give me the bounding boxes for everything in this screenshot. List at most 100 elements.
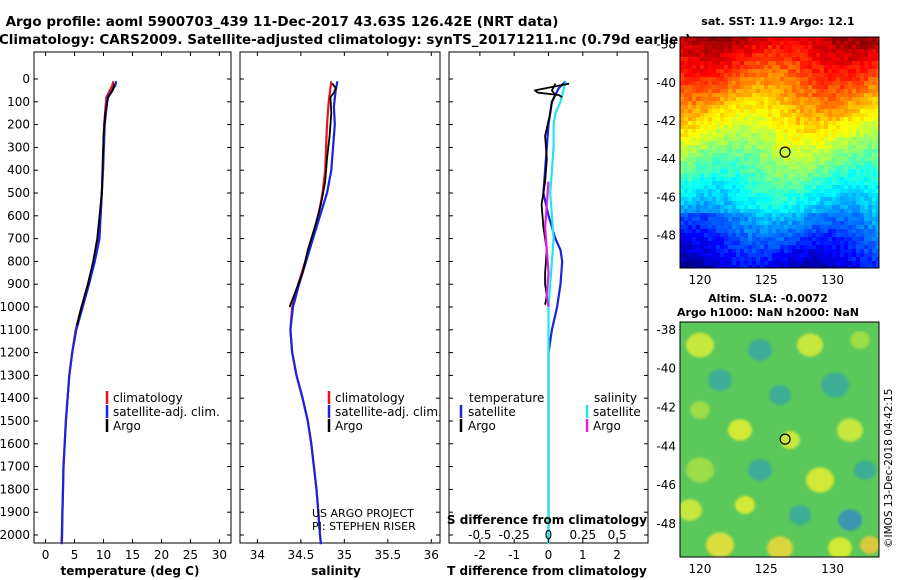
map-y-tick-label: -38 xyxy=(656,323,676,337)
x-tick-label: 35.5 xyxy=(374,548,401,562)
sla-map-frame xyxy=(679,321,880,558)
map-y-tick-label: -48 xyxy=(656,517,676,531)
map-y-tick-label: -48 xyxy=(656,229,676,243)
y-tick-label: 1300 xyxy=(0,368,30,382)
series-line-argo xyxy=(76,83,116,326)
x-tick-label: 34 xyxy=(250,548,265,562)
legend-label-salinity-satellite: satellite xyxy=(593,405,641,419)
x-tick-label: 34.5 xyxy=(288,548,315,562)
y-tick-label: 1500 xyxy=(0,414,30,428)
s-tick-label: 0.5 xyxy=(608,528,627,542)
map-y-tick-label: -44 xyxy=(656,152,676,166)
axis-ticks: 0 5 10 15 20 25 300100200300400500600700800900… xyxy=(0,38,844,576)
s-tick-label: -0.5 xyxy=(468,528,491,542)
sla-map-image xyxy=(680,322,879,557)
legend-label-climatology: climatology xyxy=(335,391,405,405)
x-tick-label: 30 xyxy=(212,548,227,562)
x-tick-label: 15 xyxy=(125,548,140,562)
map-x-tick-label: 120 xyxy=(688,562,711,576)
legend-label-salinity-argo: Argo xyxy=(593,419,621,433)
sst-map-frame xyxy=(679,36,880,269)
y-tick-label: 1600 xyxy=(0,437,30,451)
salinity-legend: climatology satellite-adj. clim. Argo US… xyxy=(312,391,442,533)
y-tick-label: 1200 xyxy=(0,346,30,360)
y-tick-label: 1800 xyxy=(0,482,30,496)
y-tick-label: 700 xyxy=(7,232,30,246)
sla-map-subtitle: Argo h1000: NaN h2000: NaN xyxy=(677,306,859,319)
x-tick-label: 10 xyxy=(96,548,111,562)
x-tick-label: 0 xyxy=(545,548,553,562)
difference-xlabel-2: S difference from climatology xyxy=(447,513,647,527)
legend-label-temperature-argo: Argo xyxy=(468,419,496,433)
y-tick-label: 800 xyxy=(7,254,30,268)
x-tick-label: 36 xyxy=(424,548,439,562)
imos-watermark: ©IMOS 13-Dec-2018 04:42:15 xyxy=(883,389,895,548)
series-line-satellite-adj-clim- xyxy=(60,81,118,545)
series-line-salinity-argo xyxy=(543,181,550,308)
map-y-tick-label: -42 xyxy=(656,114,676,128)
x-tick-label: 5 xyxy=(71,548,79,562)
map-y-tick-label: -46 xyxy=(656,478,676,492)
temperature-legend: climatology satellite-adj. clim. Argo xyxy=(105,391,220,433)
sst-map-image xyxy=(680,37,879,268)
x-tick-label: -2 xyxy=(474,548,486,562)
legend-label-climatology: climatology xyxy=(113,391,183,405)
y-tick-label: 1000 xyxy=(0,300,30,314)
sst-argo-location-marker xyxy=(779,146,791,158)
legend-label-satellite: satellite-adj. clim. xyxy=(113,405,220,419)
map-y-tick-label: -42 xyxy=(656,400,676,414)
sla-map-title: Altim. SLA: -0.0072 xyxy=(708,292,828,305)
map-x-tick-label: 125 xyxy=(755,562,778,576)
s-tick-label: 0 xyxy=(545,528,553,542)
y-tick-label: 1700 xyxy=(0,460,30,474)
title-line-2: Climatology: CARS2009. Satellite-adjuste… xyxy=(0,32,691,48)
series-line-argo-trace xyxy=(533,82,570,98)
y-tick-label: 1400 xyxy=(0,391,30,405)
y-tick-label: 2000 xyxy=(0,528,30,542)
s-tick-label: 0.25 xyxy=(569,528,596,542)
legend-label-satellite: satellite-adj. clim. xyxy=(335,405,442,419)
series-line-satellite-adj-clim- xyxy=(289,81,339,545)
y-tick-label: 100 xyxy=(7,95,30,109)
map-x-tick-label: 125 xyxy=(755,273,778,287)
salinity-panel-frame xyxy=(239,51,441,544)
map-y-tick-label: -38 xyxy=(656,38,676,52)
legend-title-temperature: temperature xyxy=(469,391,544,405)
legend-label-argo: Argo xyxy=(335,419,363,433)
map-y-tick-label: -46 xyxy=(656,190,676,204)
series-line-climatology xyxy=(289,81,333,545)
y-tick-label: 400 xyxy=(7,163,30,177)
map-y-tick-label: -40 xyxy=(656,76,676,90)
x-tick-label: 0 xyxy=(42,548,50,562)
x-tick-label: 20 xyxy=(154,548,169,562)
s-tick-label: -0.25 xyxy=(499,528,530,542)
difference-xlabel: T difference from climatology xyxy=(447,564,647,578)
y-tick-label: 1900 xyxy=(0,505,30,519)
x-tick-label: 2 xyxy=(613,548,621,562)
x-tick-label: -1 xyxy=(508,548,520,562)
y-tick-label: 600 xyxy=(7,209,30,223)
title-line-1: Argo profile: aoml 5900703_439 11-Dec-20… xyxy=(6,14,559,30)
map-x-tick-label: 120 xyxy=(688,273,711,287)
temperature-series xyxy=(60,81,118,545)
sla-argo-location-marker xyxy=(779,433,791,445)
series-line-argo xyxy=(288,83,337,308)
map-y-tick-label: -44 xyxy=(656,439,676,453)
map-x-tick-label: 130 xyxy=(821,562,844,576)
temperature-xlabel: temperature (deg C) xyxy=(61,564,200,578)
series-line-temperature-argo xyxy=(540,83,557,305)
project-annotation: US ARGO PROJECT xyxy=(312,507,414,520)
x-tick-label: 25 xyxy=(183,548,198,562)
pi-annotation: PI: STEPHEN RISER xyxy=(312,520,416,533)
difference-legend: temperature satellite Argo salinity sate… xyxy=(459,391,641,433)
y-tick-label: 0 xyxy=(22,72,30,86)
y-tick-label: 900 xyxy=(7,277,30,291)
salinity-xlabel: salinity xyxy=(311,564,361,578)
legend-label-temperature-satellite: satellite xyxy=(468,405,516,419)
y-tick-label: 500 xyxy=(7,186,30,200)
x-tick-label: 1 xyxy=(579,548,587,562)
difference-series xyxy=(533,80,570,545)
y-tick-label: 1100 xyxy=(0,323,30,337)
y-tick-label: 200 xyxy=(7,118,30,132)
